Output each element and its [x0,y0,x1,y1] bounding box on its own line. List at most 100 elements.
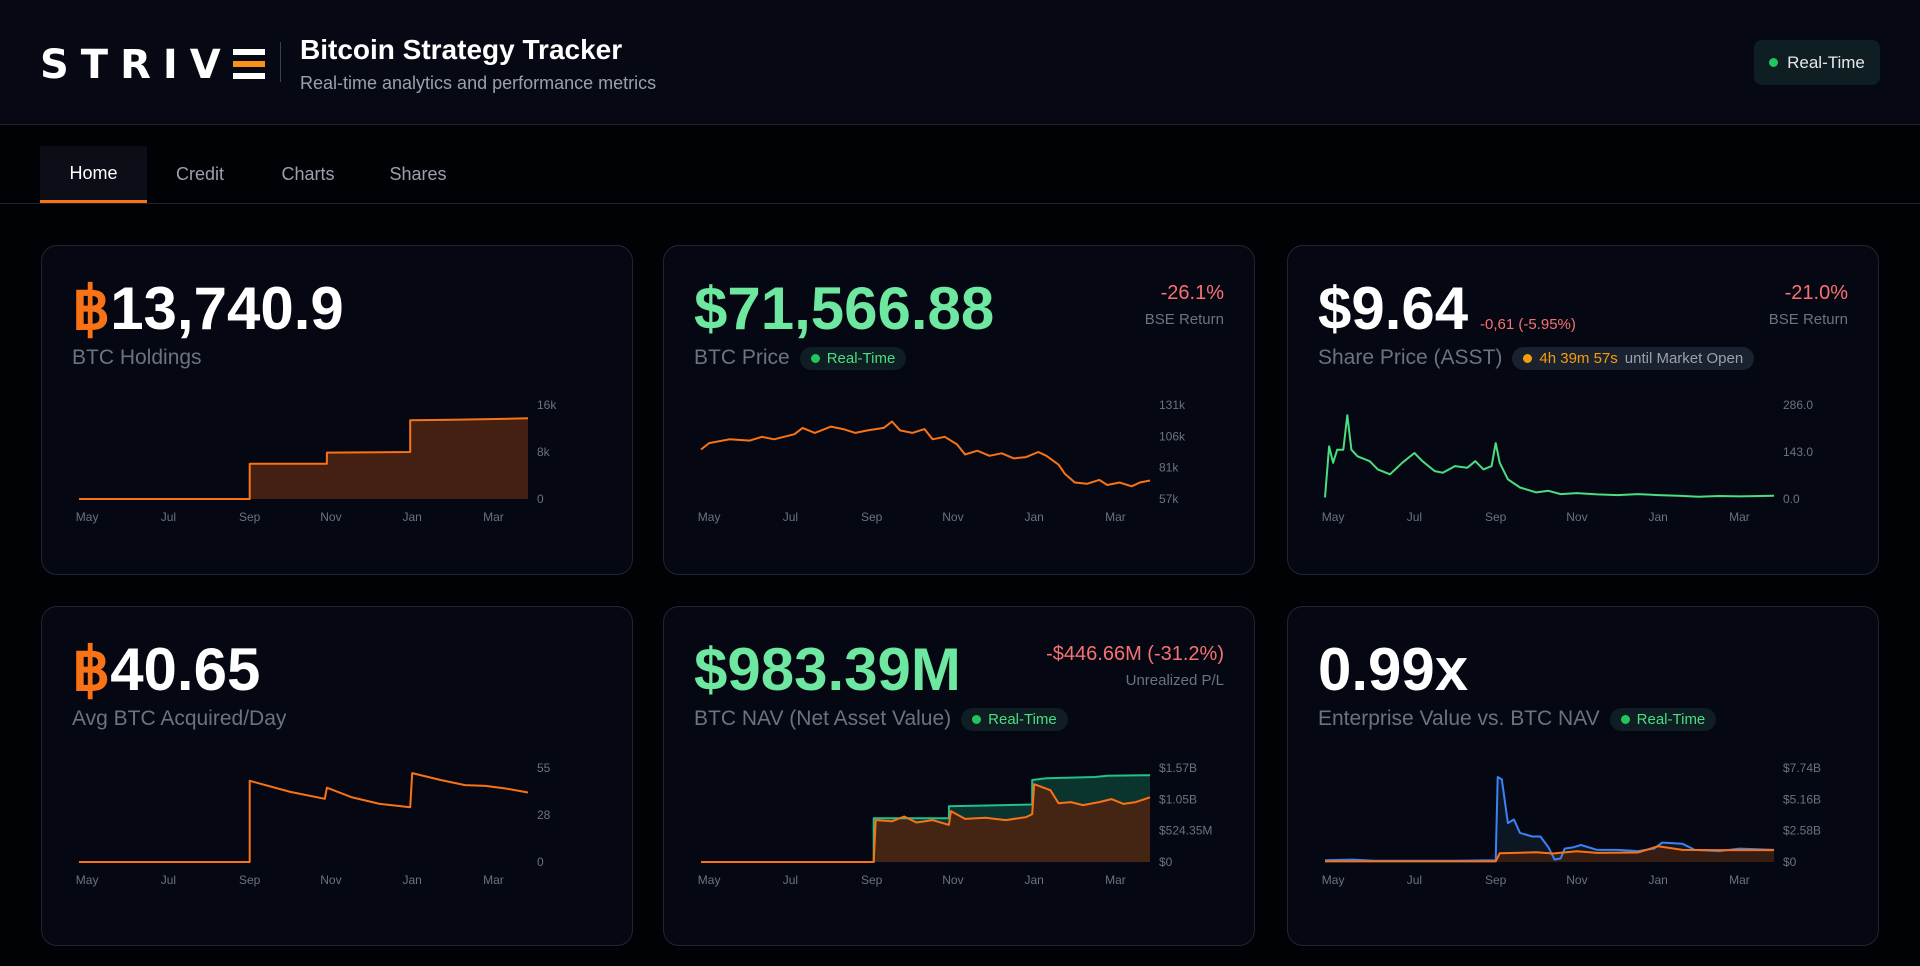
btc-price-label: BTC Price [694,346,790,369]
btc-nav-card: $983.39M BTC NAV (Net Asset Value) Real-T… [663,606,1255,946]
nav-tabs: Home Credit Charts Shares [0,126,1920,204]
x-tick-label: Nov [942,873,963,887]
y-tick-label: 0 [537,855,544,869]
x-tick-label: Nov [1566,510,1587,524]
realtime-badge: Real-Time [799,346,907,370]
bse-return-value: -26.1% [1160,282,1224,304]
ev-nav-label: Enterprise Value vs. BTC NAV [1318,707,1600,730]
btc-nav-chart[interactable]: $1.57B $1.05B $524.35M $0 May Jul Sep Nov Jan Mar [698,760,1246,895]
x-tick-label: Jan [403,873,422,887]
header-divider [280,42,281,82]
unrealized-pl-value: -$446.66M (-31.2%) [1046,643,1224,665]
status-dot-icon [1620,714,1630,724]
bse-return-label: BSE Return [1144,311,1224,328]
x-tick-label: May [76,510,99,524]
share-price-value: $9.64 [1318,275,1469,342]
market-countdown-badge: 4h 39m 57s until Market Open [1512,346,1755,370]
btc-price-value: $71,566.88 [694,275,995,342]
x-tick-label: Mar [483,873,504,887]
y-tick-label: 143.0 [1783,445,1813,459]
clock-dot-icon [1523,353,1533,363]
x-tick-label: Mar [1729,510,1750,524]
holdings-area [79,418,528,499]
x-tick-label: Jul [1407,510,1422,524]
btc-nav-value: $983.39M [694,636,961,703]
app-header: STRIV Bitcoin Strategy Tracker Real-time… [0,0,1920,125]
x-tick-label: Jan [403,510,422,524]
bitcoin-icon: ฿ [72,636,111,703]
y-tick-label: 0.0 [1783,492,1800,506]
y-tick-label: 8k [537,445,551,459]
avg-btc-chart[interactable]: 55 28 0 May Jul Sep Nov Jan Mar [76,760,624,895]
y-tick-label: $0 [1783,855,1797,869]
x-tick-label: May [698,873,721,887]
x-tick-label: May [698,510,721,524]
x-tick-label: Jul [161,873,176,887]
y-tick-label: 16k [537,398,557,412]
x-tick-label: May [1322,510,1345,524]
tab-charts[interactable]: Charts [281,164,335,184]
y-tick-label: 0 [537,492,544,506]
x-tick-label: May [1322,873,1345,887]
page-title: Bitcoin Strategy Tracker [300,34,623,65]
realtime-status-badge: Real-Time [1754,40,1880,85]
ev-nav-ratio-value: 0.99x [1318,636,1469,703]
y-tick-label: $5.16B [1783,792,1821,806]
share-price-line [1324,414,1775,498]
x-tick-label: Jul [1407,873,1422,887]
x-tick-label: Sep [239,510,261,524]
share-price-card: $9.64 -0,61 (-5.95%) Share Price (ASST) 4… [1287,245,1879,575]
btc-holdings-value: ฿13,740.9 [72,275,344,342]
y-tick-label: 286.0 [1783,398,1813,412]
y-tick-label: 131k [1159,398,1186,412]
y-tick-label: $7.74B [1783,761,1821,775]
logo-e-mark [232,49,265,79]
x-tick-label: Sep [239,873,261,887]
btc-nav-line [701,783,1151,863]
tab-credit[interactable]: Credit [175,164,224,184]
y-tick-label: 28 [537,808,551,822]
x-tick-label: Jan [1025,510,1044,524]
x-tick-label: Sep [1485,873,1507,887]
x-tick-label: Mar [1105,510,1126,524]
y-tick-label: $1.05B [1159,792,1197,806]
btc-price-line [700,420,1151,488]
y-tick-label: 81k [1159,461,1179,475]
y-tick-label: $524.35M [1159,824,1212,838]
x-tick-label: Jul [161,510,176,524]
x-tick-label: Mar [1729,873,1750,887]
bse-return-label: BSE Return [1768,311,1848,328]
share-price-chart[interactable]: 286.0 143.0 0.0 May Jul Sep Nov Jan Mar [1322,397,1870,532]
avg-btc-card: ฿40.65 Avg BTC Acquired/Day 55 28 0 May Jul S… [41,606,633,946]
x-tick-label: Sep [861,873,883,887]
page-subtitle: Real-time analytics and performance metr… [300,73,657,93]
btc-holdings-chart[interactable]: 16k 8k 0 May Jul Sep Nov Jan Mar [76,397,624,532]
x-tick-label: Mar [483,510,504,524]
holdings-line [79,417,529,500]
btc-nav-line [1325,845,1774,863]
btc-nav-area [701,784,1150,862]
enterprise-value-line [1324,776,1775,862]
status-dot-icon [972,714,982,724]
x-tick-label: Nov [320,873,341,887]
btc-holdings-label: BTC Holdings [72,346,202,369]
avg-btc-value: ฿40.65 [72,636,261,703]
x-tick-label: Mar [1105,873,1126,887]
btc-price-card: $71,566.88 BTC Price Real-Time -26.1% BSE … [663,245,1255,575]
avg-btc-per-day-line [79,772,529,863]
tab-home[interactable]: Home [40,146,147,203]
x-tick-label: May [76,873,99,887]
x-tick-label: Sep [861,510,883,524]
x-tick-label: Nov [1566,873,1587,887]
tab-shares[interactable]: Shares [389,164,447,184]
status-dot-icon [1769,58,1779,67]
x-tick-label: Jan [1025,873,1044,887]
ev-nav-chart[interactable]: $7.74B $5.16B $2.58B $0 May Jul Sep Nov Jan Mar [1322,760,1870,895]
x-tick-label: Sep [1485,510,1507,524]
x-tick-label: Jul [783,510,798,524]
strive-logo[interactable]: STRIV [40,42,265,88]
btc-price-chart[interactable]: 131k 106k 81k 57k May Jul Sep Nov Jan Mar [698,397,1246,532]
realtime-badge: Real-Time [961,707,1068,731]
x-tick-label: Nov [320,510,341,524]
unrealized-pl-label: Unrealized P/L [1125,672,1224,689]
